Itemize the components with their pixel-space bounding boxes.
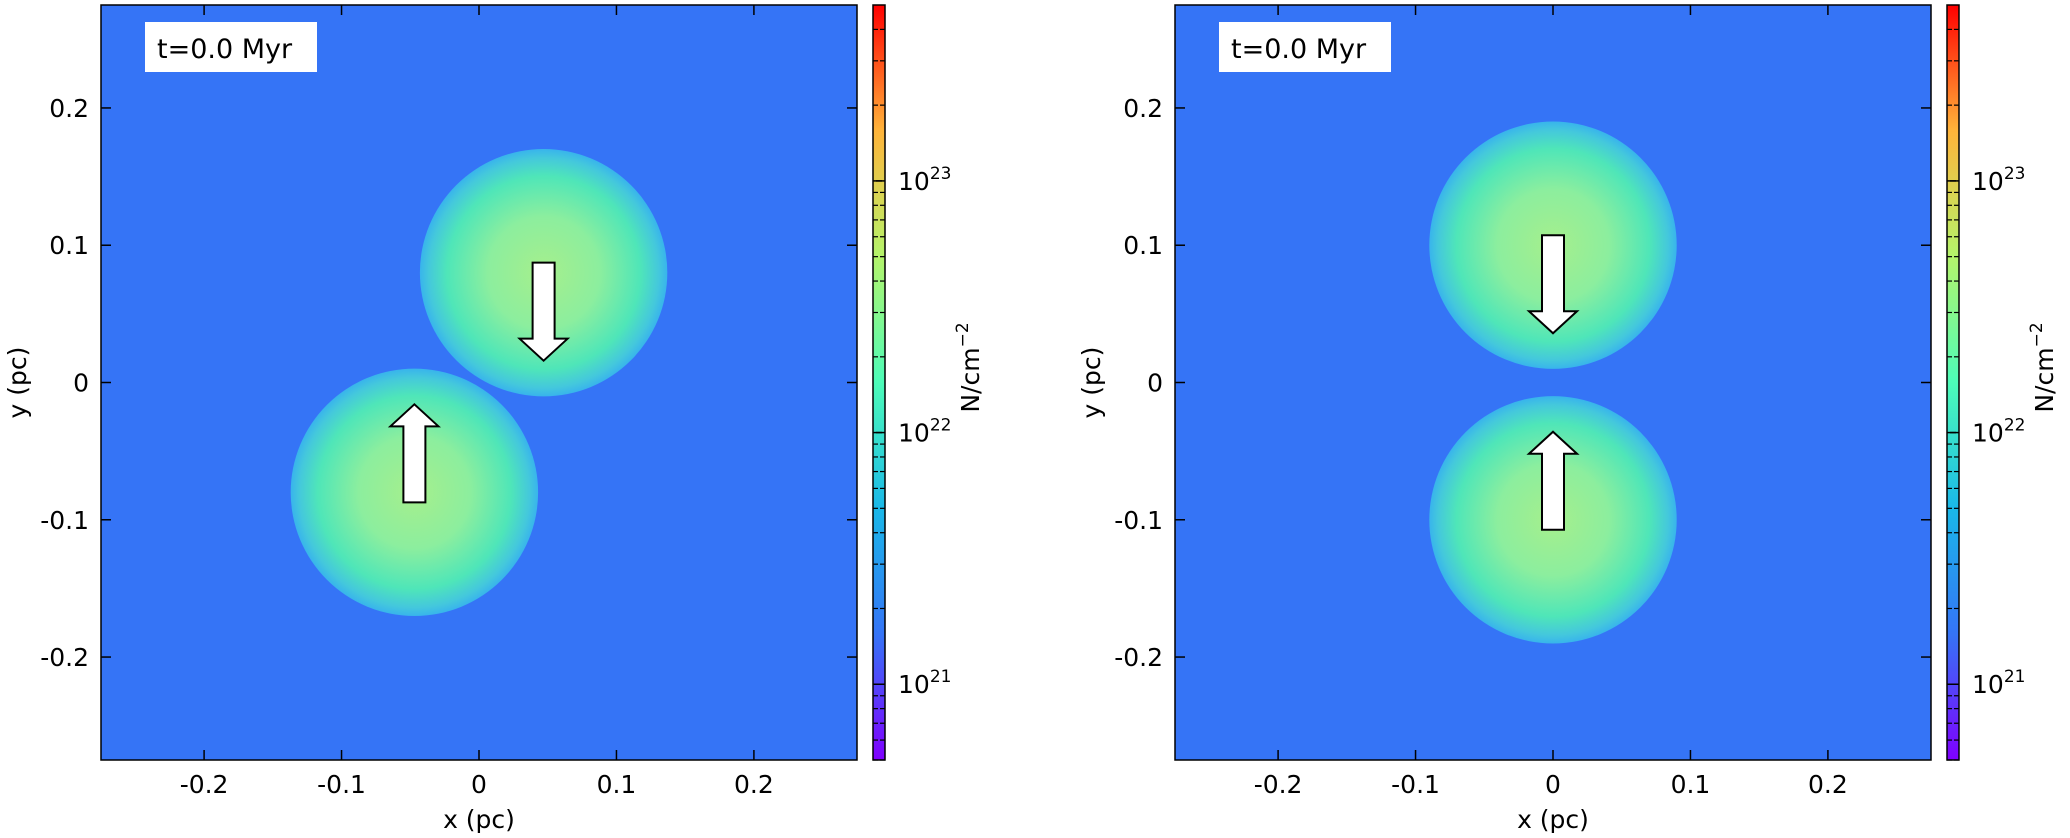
colorbar-tick-label: 1021 — [1972, 667, 2025, 699]
arrow-down-icon — [1526, 234, 1580, 335]
y-tick-label: -0.2 — [40, 643, 89, 672]
chart-panel: t=0.0 Myr -0.2 -0.1 0 0.1 0.2 -0.2 -0.1 0 0.1 0.2 x… — [3, 4, 985, 834]
y-axis-label: y (pc) — [3, 347, 32, 419]
chart-panel: t=0.0 Myr -0.2 -0.1 0 0.1 0.2 -0.2 -0.1 0 0.1 0.2 x… — [1077, 4, 2059, 834]
colorbar-frame — [1946, 4, 1960, 761]
x-axis-label: x (pc) — [1517, 805, 1589, 834]
colorbar-tick-label: 1022 — [898, 416, 951, 448]
x-tick-label: -0.1 — [317, 770, 366, 799]
colorbar-frame — [872, 4, 886, 761]
y-tick-label: -0.1 — [1114, 506, 1163, 535]
arrow-up-icon — [1526, 430, 1580, 531]
colorbar-tick-label: 1023 — [1972, 164, 2025, 196]
y-tick-label: -0.2 — [1114, 643, 1163, 672]
colorbar-tick-label: 1022 — [1972, 416, 2025, 448]
x-tick-label: 0 — [1545, 770, 1561, 799]
y-tick-label: 0 — [1147, 369, 1163, 398]
x-tick-label: 0.1 — [1671, 770, 1711, 799]
x-tick-label: -0.2 — [1254, 770, 1303, 799]
y-tick-label: 0.2 — [1123, 94, 1163, 123]
y-tick-label: 0.2 — [49, 94, 89, 123]
colorbar — [873, 5, 885, 760]
arrow-up-icon — [387, 402, 441, 504]
arrow-down-icon — [517, 261, 571, 363]
x-axis-label: x (pc) — [443, 805, 515, 834]
x-tick-label: -0.2 — [180, 770, 229, 799]
colorbar-label: N/cm−2 — [2027, 322, 2059, 412]
x-tick-label: -0.1 — [1391, 770, 1440, 799]
x-tick-label: 0 — [471, 770, 487, 799]
plot-background — [1175, 5, 1931, 760]
colorbar — [1947, 5, 1959, 760]
y-tick-label: -0.1 — [40, 506, 89, 535]
x-tick-label: 0.1 — [597, 770, 637, 799]
colorbar-tick-label: 1023 — [898, 164, 951, 196]
x-tick-label: 0.2 — [734, 770, 774, 799]
time-label-box — [145, 22, 317, 72]
plot-background — [101, 5, 857, 760]
y-tick-label: 0.1 — [1123, 231, 1163, 260]
time-label: t=0.0 Myr — [157, 34, 293, 65]
time-label-box — [1219, 22, 1391, 72]
colorbar-label: N/cm−2 — [953, 322, 985, 412]
y-axis-label: y (pc) — [1077, 347, 1106, 419]
x-tick-label: 0.2 — [1808, 770, 1848, 799]
y-tick-label: 0 — [73, 369, 89, 398]
time-label: t=0.0 Myr — [1231, 34, 1367, 65]
y-tick-label: 0.1 — [49, 231, 89, 260]
colorbar-tick-label: 1021 — [898, 667, 951, 699]
